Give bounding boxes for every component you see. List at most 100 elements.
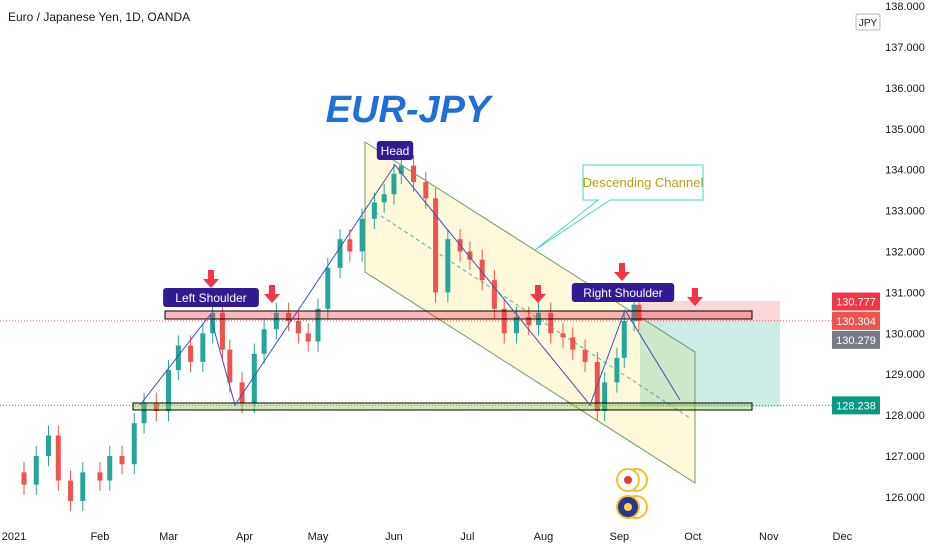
candle xyxy=(614,357,620,383)
head-label: Head xyxy=(381,144,410,158)
x-tick-label: Nov xyxy=(759,531,779,543)
y-tick-label: 134.000 xyxy=(885,165,925,177)
candle xyxy=(570,337,576,350)
candle xyxy=(636,304,642,322)
take-profit-zone[interactable] xyxy=(640,322,780,407)
candle xyxy=(423,181,429,199)
candle xyxy=(371,202,377,219)
candle xyxy=(239,382,245,403)
candle xyxy=(68,480,74,501)
candle xyxy=(141,402,147,424)
candle xyxy=(337,239,343,268)
candle xyxy=(21,472,27,485)
right-shoulder-label: Right Shoulder xyxy=(583,286,662,300)
candle xyxy=(491,280,497,309)
x-tick-label: Dec xyxy=(833,531,853,543)
y-tick-label: 137.000 xyxy=(885,42,925,54)
x-tick-label: Feb xyxy=(90,531,109,543)
candle xyxy=(548,312,554,334)
candle xyxy=(526,316,532,326)
y-tick-label: 128.000 xyxy=(885,410,925,422)
candle xyxy=(200,333,206,362)
candle xyxy=(621,321,627,358)
candle xyxy=(227,349,233,383)
x-tick-label: Oct xyxy=(684,531,701,543)
candle xyxy=(295,321,301,334)
candle xyxy=(467,251,473,260)
candle xyxy=(433,198,439,293)
price-label: 130.279 xyxy=(836,335,876,347)
arrow-down-icon xyxy=(203,270,219,288)
arrow-down-icon xyxy=(614,263,630,281)
price-label: 130.777 xyxy=(836,297,876,309)
main-title: EUR-JPY xyxy=(326,89,494,131)
left-shoulder-label-bg xyxy=(163,288,259,307)
x-tick-label: Aug xyxy=(534,531,554,543)
candle xyxy=(560,333,566,338)
pattern-path[interactable] xyxy=(139,164,681,407)
y-tick-label: 135.000 xyxy=(885,124,925,136)
candle xyxy=(251,353,257,403)
y-tick-label: 136.000 xyxy=(885,83,925,95)
candle xyxy=(153,402,159,412)
y-tick-label: 131.000 xyxy=(885,287,925,299)
candle xyxy=(359,218,365,252)
resistance-zone[interactable] xyxy=(164,310,753,320)
y-tick-label: 133.000 xyxy=(885,206,925,218)
y-tick-label: 127.000 xyxy=(885,451,925,463)
descending-channel[interactable] xyxy=(364,141,696,484)
candle xyxy=(55,435,61,481)
support-zone[interactable] xyxy=(132,402,753,411)
y-tick-label: 126.000 xyxy=(885,492,925,504)
candle xyxy=(219,312,225,350)
x-tick-label: Jul xyxy=(460,531,474,543)
candle xyxy=(582,349,588,362)
candle xyxy=(188,345,194,362)
candle xyxy=(119,456,125,465)
candle xyxy=(107,456,113,481)
price-label-bg xyxy=(832,311,880,330)
candle xyxy=(286,312,292,322)
x-tick-label: Sep xyxy=(610,531,630,543)
candle xyxy=(131,423,137,465)
y-tick-label: 129.000 xyxy=(885,369,925,381)
candle xyxy=(501,308,507,334)
candle xyxy=(273,312,279,330)
candle xyxy=(166,370,172,412)
channel-label: Descending Channel xyxy=(583,175,704,190)
price-label-bg xyxy=(832,292,880,311)
arrow-down-icon xyxy=(687,288,703,306)
candle xyxy=(97,472,103,481)
candle xyxy=(305,333,311,342)
currency-badge[interactable] xyxy=(855,13,881,31)
price-label-bg xyxy=(832,396,880,415)
right-shoulder-label-bg xyxy=(571,283,675,302)
x-tick-label: May xyxy=(308,531,329,543)
y-tick-label: 138.000 xyxy=(885,1,925,13)
candle xyxy=(381,194,387,203)
price-label-bg xyxy=(832,330,880,349)
currency-label: JPY xyxy=(859,18,878,29)
x-tick-label: Jun xyxy=(385,531,403,543)
candle xyxy=(175,345,181,371)
x-tick-label: Mar xyxy=(159,531,178,543)
left-shoulder-label: Left Shoulder xyxy=(175,291,246,305)
arrow-down-icon xyxy=(530,285,546,303)
x-tick-label: Apr xyxy=(236,531,253,543)
candle xyxy=(391,173,397,195)
candle xyxy=(325,267,331,309)
callout-box[interactable] xyxy=(534,164,704,251)
candle xyxy=(411,165,417,182)
head-label-bg xyxy=(376,141,414,160)
candle xyxy=(261,329,267,354)
candle xyxy=(445,239,451,293)
arrow-down-icon xyxy=(264,285,280,303)
candle xyxy=(80,472,86,501)
candle xyxy=(513,316,519,334)
candle xyxy=(315,308,321,342)
candle xyxy=(33,456,39,485)
price-label: 130.304 xyxy=(836,316,876,328)
symbol-title: Euro / Japanese Yen, 1D, OANDA xyxy=(8,10,191,24)
